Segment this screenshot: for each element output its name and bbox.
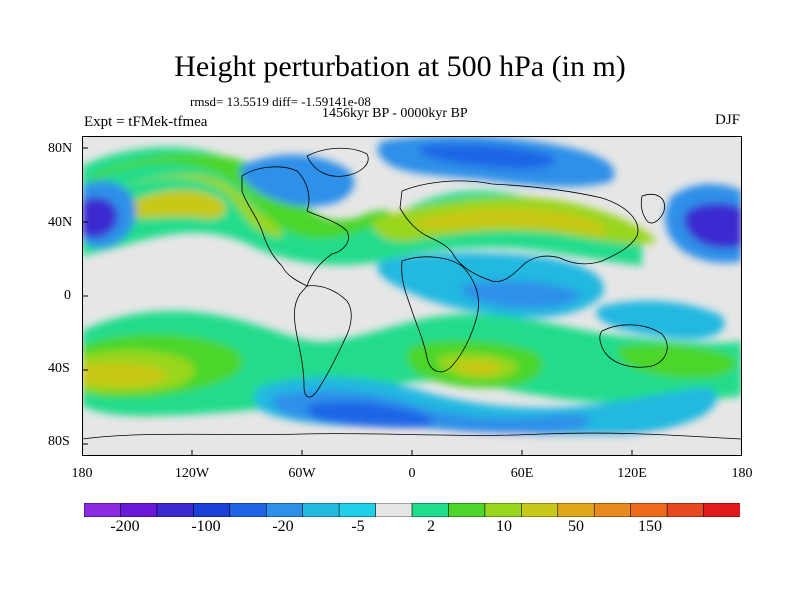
x-tick-label: 120E	[617, 466, 647, 481]
colorbar-swatch	[630, 503, 668, 517]
x-tick-label: 60W	[288, 466, 316, 481]
colorbar	[84, 503, 740, 517]
x-tick-label: 180	[731, 466, 753, 481]
colorbar-swatch	[411, 503, 450, 517]
y-tick-label: 0	[64, 288, 71, 303]
colorbar-label: 150	[638, 518, 662, 535]
experiment-label: Expt = tFMek-tfmea	[84, 114, 208, 130]
colorbar-swatch	[448, 503, 486, 517]
contour-fields	[82, 136, 742, 456]
colorbar-swatch	[593, 503, 632, 517]
x-tick-label: 60E	[510, 466, 534, 481]
colorbar-swatch	[84, 503, 122, 517]
colorbar-label: -5	[351, 518, 365, 535]
colorbar-label: 2	[427, 518, 435, 535]
colorbar-swatch	[156, 503, 195, 517]
colorbar-swatch	[265, 503, 304, 517]
colorbar-label: -100	[191, 518, 221, 535]
colorbar-swatch	[302, 503, 340, 517]
y-tick-label: 80N	[48, 141, 73, 156]
coastlines	[82, 147, 742, 440]
colorbar-swatch	[557, 503, 596, 517]
colorbar-swatch	[666, 503, 705, 517]
map-ticks	[82, 147, 633, 456]
stats-label: rmsd= 13.5519 diff= -1.59141e-08	[190, 94, 371, 109]
colorbar-swatch	[193, 503, 231, 517]
colorbar-swatch	[120, 503, 158, 517]
colorbar-label: -20	[272, 518, 294, 535]
colorbar-swatch	[229, 503, 268, 517]
x-tick-label: 120W	[174, 466, 210, 481]
colorbar-swatch	[375, 503, 413, 517]
colorbar-swatch	[703, 503, 740, 517]
page-title: Height perturbation at 500 hPa (in m)	[174, 50, 626, 83]
y-tick-label: 40S	[48, 361, 70, 376]
period-label: 1456kyr BP - 0000kyr BP	[322, 106, 468, 121]
colorbar-label: 50	[568, 518, 584, 535]
x-tick-label: 0	[408, 466, 416, 481]
y-tick-label: 40N	[48, 215, 73, 230]
height-perturbation-map	[82, 136, 742, 456]
colorbar-swatch	[521, 503, 559, 517]
colorbar-label: 10	[496, 518, 512, 535]
season-label: DJF	[714, 112, 740, 128]
colorbar-swatch	[484, 503, 523, 517]
y-tick-label: 80S	[48, 434, 70, 449]
colorbar-label: -200	[110, 518, 140, 535]
x-tick-label: 180	[71, 466, 93, 481]
colorbar-swatch	[338, 503, 377, 517]
